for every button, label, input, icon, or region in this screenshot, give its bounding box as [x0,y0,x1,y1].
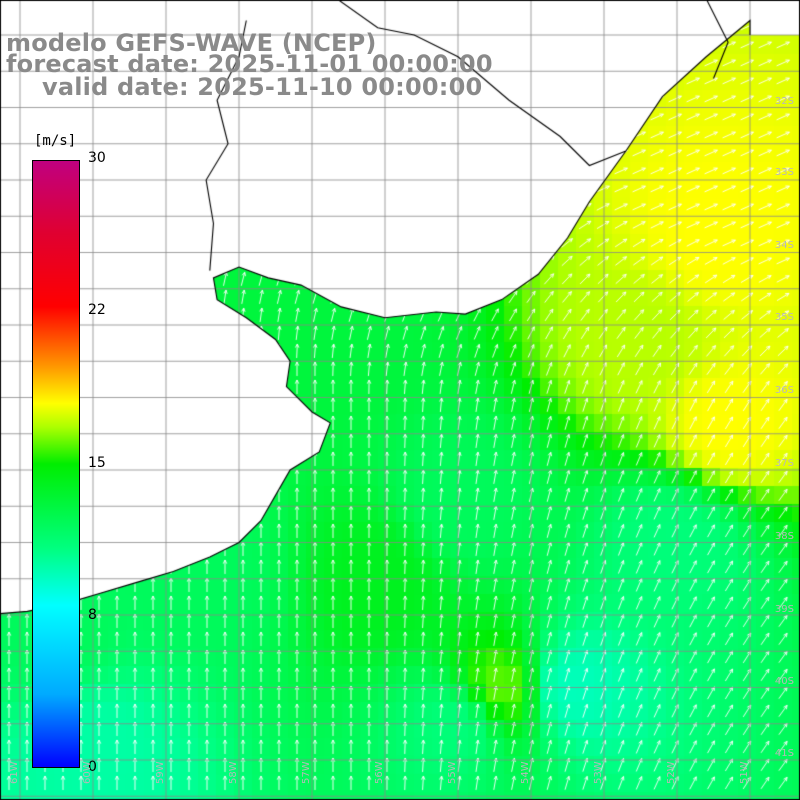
map-title-forecast-date: forecast date: 2025-11-01 00:00:00 [6,50,493,78]
colorbar-tick-label: 15 [88,455,106,471]
latitude-label: 34S [774,240,794,251]
longitude-label: 55W [447,761,458,784]
longitude-label: 60W [82,761,93,784]
longitude-label: 56W [374,761,385,784]
longitude-label: 54W [520,761,531,784]
latitude-label: 39S [774,604,794,615]
latitude-label: 41S [774,748,794,759]
map-title-valid-date: valid date: 2025-11-10 00:00:00 [42,73,483,101]
latitude-label: 40S [774,676,794,687]
longitude-label: 53W [593,761,604,784]
colorbar-tick-label: 22 [88,302,106,318]
latitude-label: 32S [774,96,794,107]
latitude-label: 35S [774,312,794,323]
longitude-label: 52W [666,761,677,784]
colorbar-tick-label: 30 [88,150,106,166]
colorbar-tick-label: 0 [88,759,97,775]
latitude-label: 37S [774,458,794,469]
latitude-label: 38S [774,531,794,542]
longitude-label: 51W [739,761,750,784]
colorbar-tick-label: 8 [88,607,97,623]
longitude-label: 61W [9,761,20,784]
latitude-label: 33S [774,167,794,178]
colorbar-ramp [32,160,80,768]
longitude-label: 59W [155,761,166,784]
longitude-label: 57W [301,761,312,784]
latitude-label: 36S [774,385,794,396]
longitude-label: 58W [228,761,239,784]
map-title-model: modelo GEFS-WAVE (NCEP) [6,29,377,57]
colorbar-unit-label: [m/s] [34,133,77,149]
